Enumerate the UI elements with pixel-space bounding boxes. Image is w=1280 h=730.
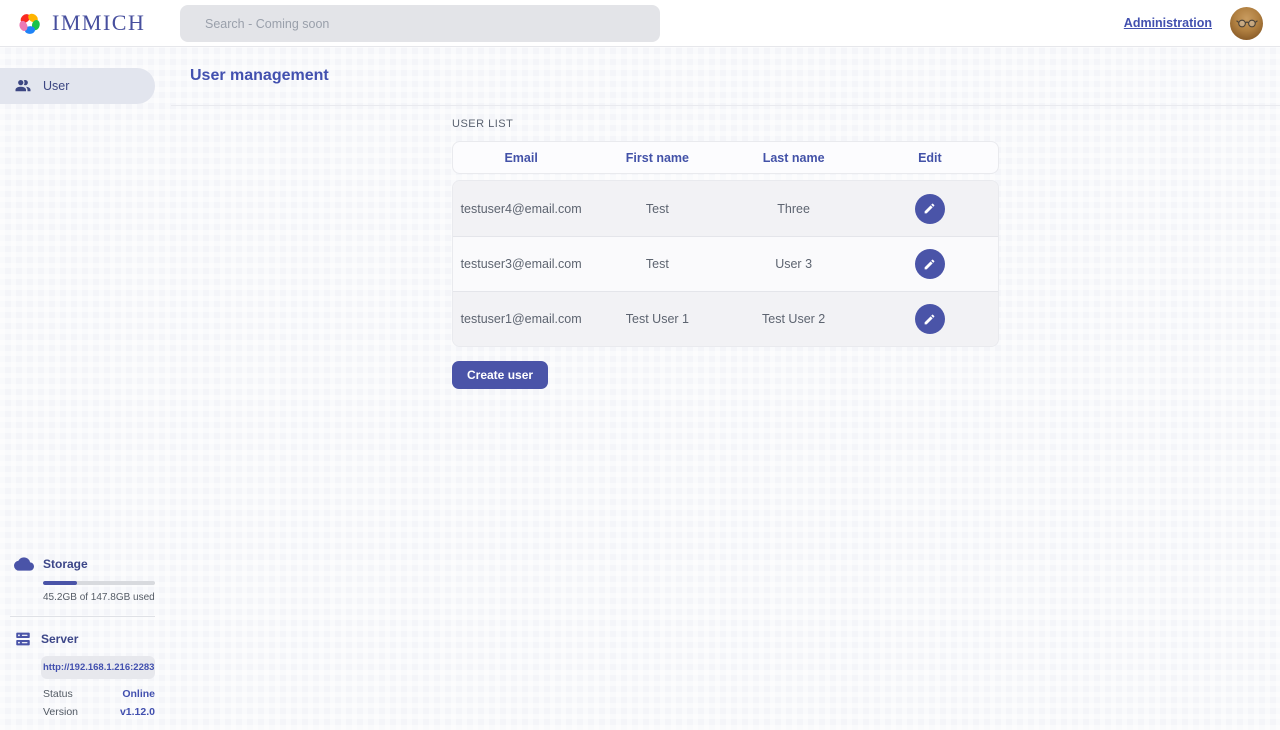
immich-logo[interactable]: IMMICH bbox=[16, 10, 145, 37]
edit-user-button[interactable] bbox=[914, 193, 945, 224]
version-value: v1.12.0 bbox=[119, 706, 155, 718]
sidebar-divider bbox=[10, 616, 155, 617]
user-avatar[interactable] bbox=[1230, 6, 1263, 40]
table-row: testuser3@email.com Test User 3 bbox=[453, 236, 998, 291]
page-title: User management bbox=[190, 67, 329, 84]
topbar-right-section: Administration bbox=[1123, 6, 1263, 40]
page-header: User management bbox=[171, 47, 1280, 106]
cell-first-name: Test User 1 bbox=[625, 312, 689, 326]
cell-first-name: Test bbox=[645, 257, 669, 271]
cell-last-name: Test User 2 bbox=[762, 312, 826, 326]
create-user-button[interactable]: Create user bbox=[452, 361, 549, 389]
user-table-header: Email First name Last name Edit bbox=[452, 141, 999, 174]
edit-user-button[interactable] bbox=[914, 249, 945, 279]
server-url: http://192.168.1.216:2283 bbox=[41, 656, 155, 679]
search-bar bbox=[180, 5, 660, 42]
cell-email: testuser4@email.com bbox=[460, 201, 582, 216]
administration-link[interactable]: Administration bbox=[1123, 16, 1212, 30]
cloud-icon bbox=[14, 557, 34, 571]
user-table: testuser4@email.com Test Three testuser3… bbox=[452, 180, 999, 347]
server-icon bbox=[16, 632, 30, 646]
storage-header: Storage bbox=[14, 554, 155, 574]
storage-progress-fill bbox=[43, 581, 78, 585]
glasses-icon bbox=[1235, 19, 1258, 27]
table-row: testuser1@email.com Test User 1 Test Use… bbox=[453, 291, 998, 346]
storage-usage-text: 45.2GB of 147.8GB used bbox=[43, 592, 155, 603]
main-content: User management USER LIST Email First na… bbox=[171, 47, 1280, 730]
column-header-first-name: First name bbox=[625, 150, 689, 165]
version-label: Version bbox=[43, 706, 79, 718]
status-label: Status bbox=[43, 688, 73, 700]
server-status-row: Status Online bbox=[43, 688, 155, 700]
cell-last-name: User 3 bbox=[775, 257, 813, 271]
cell-email: testuser1@email.com bbox=[460, 312, 582, 326]
column-header-email: Email bbox=[504, 150, 538, 165]
pencil-icon bbox=[925, 259, 935, 269]
storage-title: Storage bbox=[43, 557, 88, 571]
search-input[interactable] bbox=[180, 5, 660, 42]
pencil-icon bbox=[925, 203, 935, 214]
server-version-row: Version v1.12.0 bbox=[43, 706, 155, 718]
sidebar-item-user[interactable]: User bbox=[0, 68, 155, 104]
user-list-label: USER LIST bbox=[452, 118, 514, 130]
sidebar: User Storage 45.2GB of 147.8GB used bbox=[0, 47, 171, 730]
sidebar-item-label: User bbox=[43, 79, 70, 93]
top-navigation-bar: IMMICH Administration bbox=[0, 0, 1280, 47]
server-header: Server bbox=[14, 630, 155, 648]
cell-last-name: Three bbox=[777, 201, 810, 216]
cell-first-name: Test bbox=[645, 201, 669, 216]
column-header-edit: Edit bbox=[918, 150, 942, 165]
cell-email: testuser3@email.com bbox=[460, 257, 582, 271]
status-value: Online bbox=[122, 688, 155, 700]
edit-user-button[interactable] bbox=[914, 304, 945, 334]
sidebar-status-panel: Storage 45.2GB of 147.8GB used bbox=[0, 554, 171, 718]
immich-flower-icon bbox=[19, 13, 40, 34]
table-row: testuser4@email.com Test Three bbox=[453, 181, 998, 236]
column-header-last-name: Last name bbox=[762, 150, 825, 165]
users-icon bbox=[15, 79, 31, 92]
app-title: IMMICH bbox=[52, 10, 146, 35]
pencil-icon bbox=[925, 314, 935, 324]
server-title: Server bbox=[41, 632, 79, 646]
storage-progress-bar bbox=[43, 581, 155, 585]
